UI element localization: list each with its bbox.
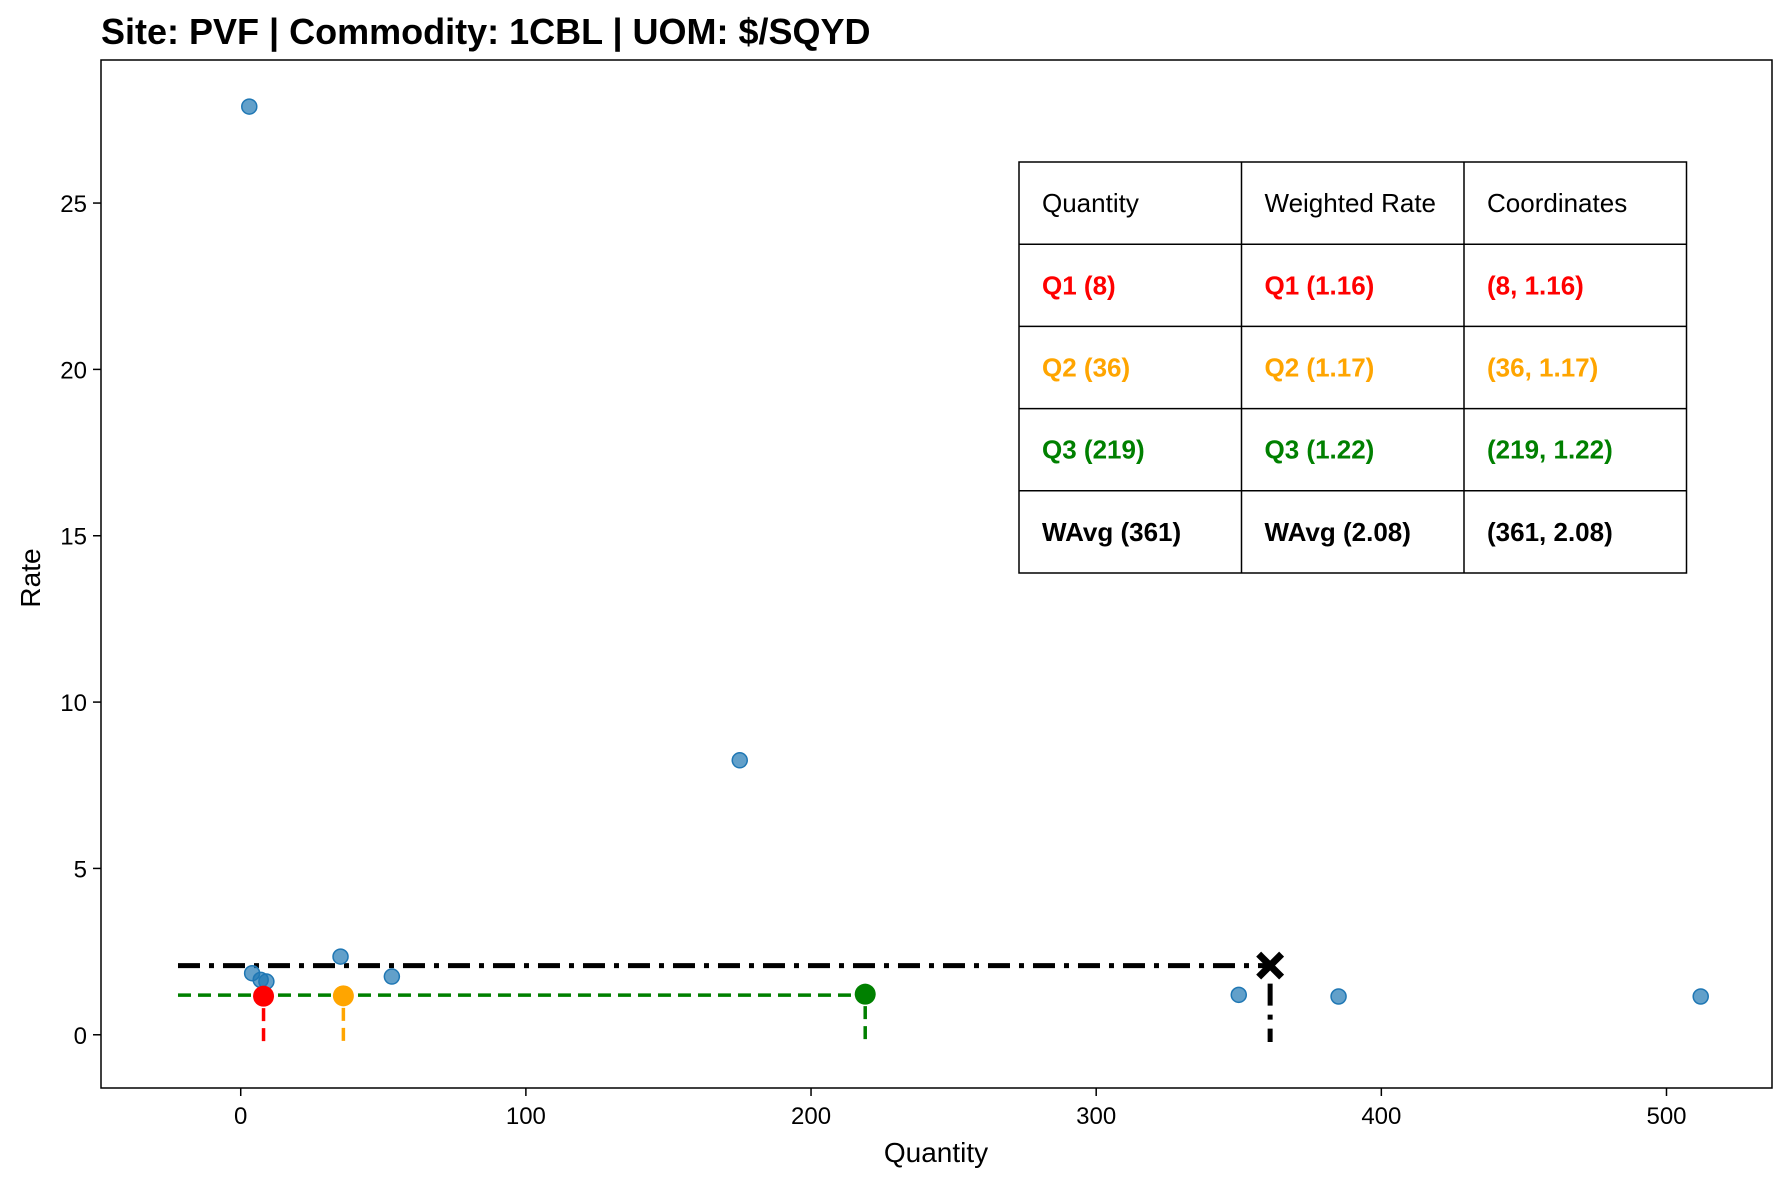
x-tick-label: 400 [1361, 1103, 1401, 1130]
y-axis-title: Rate [15, 548, 46, 607]
table-header-cell: Quantity [1042, 188, 1139, 218]
x-tick-label: 100 [506, 1103, 546, 1130]
scatter-point [1230, 986, 1248, 1004]
table-cell: Q3 (219) [1042, 435, 1145, 465]
table-cell: Q2 (36) [1042, 353, 1130, 383]
scatter-point [241, 98, 258, 115]
scatter-point [383, 968, 401, 985]
table-cell: (36, 1.17) [1487, 353, 1598, 383]
x-tick-label: 0 [234, 1103, 247, 1130]
table-cell: Q1 (8) [1042, 270, 1116, 300]
plot-area: 0 100 200 300 400 500 0 5 10 15 20 25 Quantity Weight… [60, 59, 1773, 1130]
q1-marker [253, 985, 275, 1007]
x-axis-title: Quantity [884, 1137, 988, 1168]
wavg-marker-stroke [1256, 951, 1285, 980]
x-tick-label: 200 [791, 1103, 831, 1130]
table-cell: (8, 1.16) [1487, 270, 1584, 300]
table-cell: WAvg (361) [1042, 517, 1181, 547]
table-cell: Q1 (1.16) [1265, 270, 1375, 300]
y-tick-label: 20 [60, 357, 87, 384]
y-tick-label: 0 [74, 1023, 87, 1050]
x-tick-label: 500 [1646, 1103, 1686, 1130]
table-cell: (361, 2.08) [1487, 517, 1613, 547]
y-tick-label: 5 [74, 856, 87, 883]
scatter-point [1330, 988, 1347, 1005]
q3-marker [854, 983, 876, 1005]
summary-table: Quantity Weighted Rate Coordinates Q1 (8) Q1… [1018, 161, 1688, 574]
scatter-point [332, 948, 349, 965]
wavg-marker [1256, 951, 1285, 980]
scatter-point [731, 752, 748, 769]
chart-title: Site: PVF | Commodity: 1CBL | UOM: $/SQY… [101, 11, 871, 53]
table-cell: Q3 (1.22) [1265, 435, 1375, 465]
y-tick-label: 25 [60, 191, 87, 218]
table-cell: (219, 1.22) [1487, 435, 1613, 465]
table-header-cell: Coordinates [1487, 188, 1627, 218]
table-frame [1018, 161, 1688, 574]
q2-marker [332, 985, 354, 1007]
table-cell: WAvg (2.08) [1265, 517, 1411, 547]
table-cell: Q2 (1.17) [1265, 353, 1375, 383]
y-tick-label: 10 [60, 690, 87, 717]
table-header-cell: Weighted Rate [1265, 188, 1437, 218]
x-tick-label: 300 [1076, 1103, 1116, 1130]
scatter-point [1692, 988, 1709, 1005]
y-tick-label: 15 [60, 524, 87, 551]
plot-frame [100, 59, 1773, 1089]
